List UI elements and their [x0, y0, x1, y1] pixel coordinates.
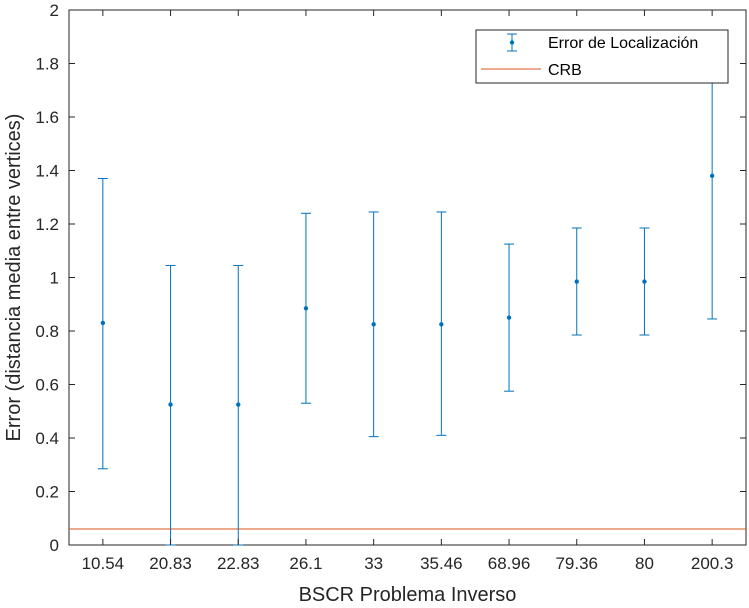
- errorbar-6: [436, 211, 447, 436]
- y-tick-label: 0: [50, 536, 59, 555]
- legend-entry-error: Error de Localización: [548, 35, 698, 52]
- legend: Error de Localización CRB: [475, 29, 729, 84]
- x-tick-label: 22.83: [217, 554, 260, 573]
- data-point: [303, 306, 309, 311]
- legend-errorbar-symbol: [507, 33, 517, 52]
- y-tick-label: 0.4: [35, 429, 59, 448]
- y-tick-label: 1.6: [35, 108, 59, 127]
- legend-errorbar-point: [509, 40, 515, 45]
- y-tick-label: 0.2: [35, 483, 59, 502]
- data-point: [709, 173, 715, 179]
- x-tick-label: 20.83: [149, 554, 192, 573]
- axis-ticks: 10.54 20.83 22.83 26.1 33 35.46 68.96 79.36 80 20…: [35, 1, 746, 573]
- y-tick-label: 0.8: [35, 322, 59, 341]
- data-point: [506, 315, 512, 320]
- x-tick-label: 33: [364, 554, 383, 573]
- errorbar-5: [368, 211, 379, 438]
- data-point: [439, 322, 444, 327]
- x-axis-label: BSCR Problema Inverso: [299, 584, 517, 606]
- x-tick-label: 35.46: [420, 554, 463, 573]
- data-point: [100, 320, 106, 326]
- errorbar-8: [571, 227, 582, 336]
- legend-box: [475, 29, 729, 84]
- errorbar-4: [300, 212, 311, 404]
- legend-entry-crb: CRB: [548, 62, 582, 79]
- y-tick-label: 1.2: [35, 215, 59, 234]
- errorbar-7: [504, 243, 515, 392]
- x-tick-label: 80: [635, 554, 654, 573]
- x-tick-label: 68.96: [488, 554, 531, 573]
- errorbar-1: [97, 178, 108, 470]
- data-point: [642, 279, 647, 284]
- data-point: [168, 402, 173, 407]
- x-tick-label: 26.1: [289, 554, 322, 573]
- y-tick-label: 2: [50, 1, 59, 20]
- y-tick-label: 1.4: [35, 162, 59, 181]
- errorbar-9: [639, 227, 650, 336]
- x-tick-label: 10.54: [82, 554, 125, 573]
- x-tick-label: 79.36: [555, 554, 598, 573]
- x-tick-label: 200.3: [691, 554, 734, 573]
- data-point: [371, 322, 376, 327]
- plot-area: [68, 9, 747, 546]
- y-tick-label: 1: [50, 269, 59, 288]
- data-point: [574, 279, 579, 284]
- y-tick-label: 0.6: [35, 376, 59, 395]
- y-tick-label: 1.8: [35, 55, 59, 74]
- data-point: [236, 402, 241, 407]
- y-axis-label: Error (distancia media entre vertices): [3, 114, 25, 442]
